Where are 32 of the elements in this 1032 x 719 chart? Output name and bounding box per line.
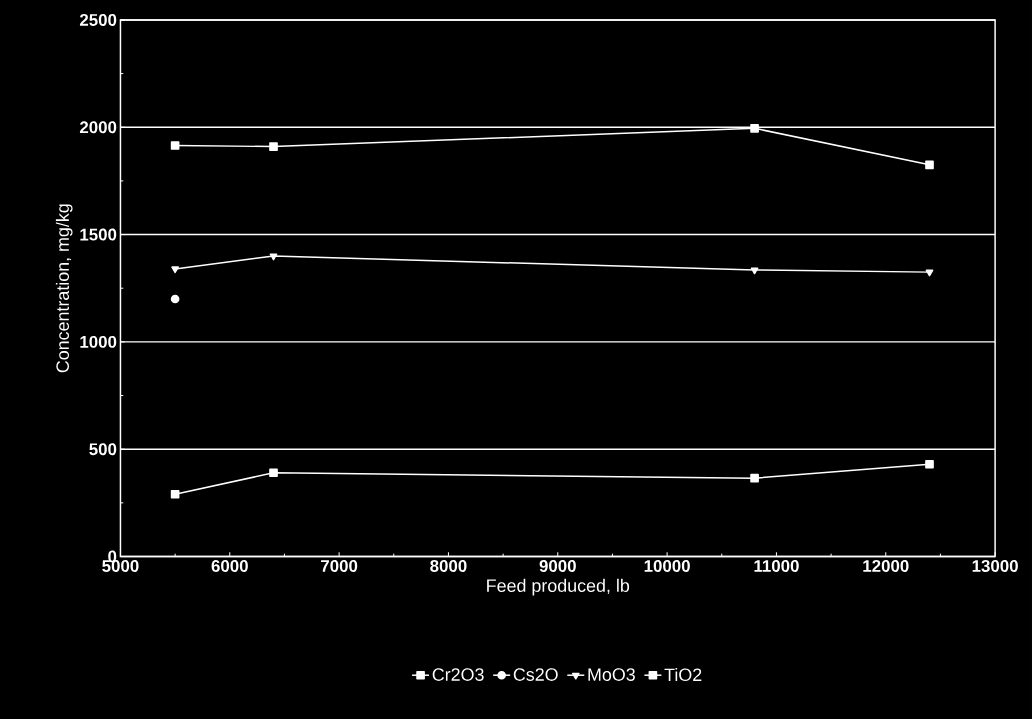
point (750, 267, 759, 275)
legend-label: MoO3 (588, 668, 635, 681)
point (750, 123, 759, 133)
point (750, 473, 759, 483)
y-tick-label: 2000 (79, 121, 117, 134)
legend-label: TiO2 (664, 667, 702, 682)
point (925, 160, 934, 170)
point (269, 142, 278, 151)
x-tick-label: 8000 (430, 559, 467, 572)
point (170, 294, 180, 304)
y-tick-label: 2500 (79, 13, 117, 26)
x-tick-label: 9000 (539, 559, 576, 572)
point (269, 253, 278, 261)
x-tick-label: 7000 (321, 559, 358, 572)
point (170, 489, 180, 499)
x-tick-label: 13000 (972, 559, 1018, 572)
point (170, 141, 180, 150)
x-tick-label: 12000 (863, 559, 909, 572)
point (925, 459, 934, 469)
x-axis-title: Feed produced, lb (487, 578, 630, 596)
y-tick-label: 500 (89, 443, 117, 456)
x-tick-label: 6000 (211, 559, 248, 572)
y-tick-label: 1500 (80, 228, 117, 241)
point (269, 468, 278, 478)
legend-label: Cs2O (513, 668, 558, 681)
y-tick-label: 1000 (80, 335, 117, 348)
point (171, 266, 179, 274)
y-axis-title: Concentration, mg/kg (55, 204, 73, 373)
point (925, 269, 934, 277)
x-tick-label: 11000 (754, 559, 799, 572)
legend-label: Cr2O3 (432, 668, 484, 681)
x-tick-label: 10000 (644, 559, 690, 572)
